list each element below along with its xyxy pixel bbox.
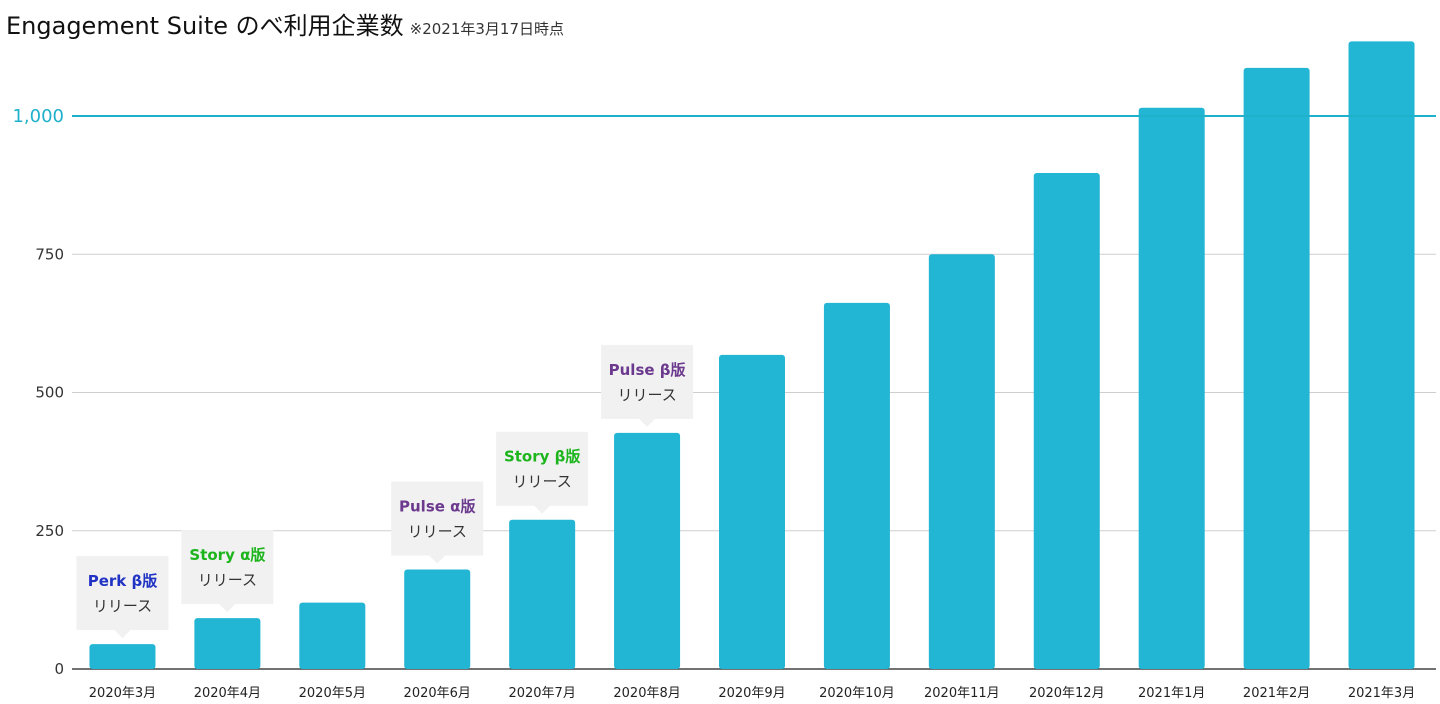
annotation-title: Story α版 (189, 546, 265, 564)
x-tick-label: 2020年12月 (1029, 686, 1105, 701)
bar (1138, 107, 1205, 669)
annotation-callout (76, 556, 169, 639)
bar (823, 302, 890, 669)
x-tick-label: 2020年9月 (718, 686, 785, 701)
annotation-callout (601, 344, 694, 427)
annotation-subtitle: リリース (617, 386, 676, 404)
annotation-callout (391, 481, 484, 564)
bar (719, 354, 785, 669)
annotation-title: Perk β版 (88, 572, 158, 590)
annotation-subtitle: リリース (513, 473, 572, 491)
x-tick-label: 2020年4月 (194, 686, 261, 701)
bar (89, 644, 156, 669)
bar (928, 254, 995, 669)
x-tick-label: 2020年11月 (924, 686, 1000, 701)
x-tick-label: 2021年1月 (1138, 686, 1205, 701)
annotation-callout (181, 530, 274, 613)
bar (194, 618, 261, 669)
y-tick-label: 500 (35, 384, 64, 402)
chart-title-area: Engagement Suite のべ利用企業数 ※2021年3月17日時点 (6, 6, 564, 41)
annotation-subtitle: リリース (408, 522, 467, 540)
annotation-title: Pulse β版 (609, 361, 686, 379)
y-tick-label: 0 (54, 660, 64, 678)
highlight-line-label: 1,000 (12, 106, 64, 127)
chart-note: ※2021年3月17日時点 (409, 20, 565, 38)
x-tick-label: 2020年5月 (299, 686, 366, 701)
annotation-subtitle: リリース (93, 597, 152, 615)
x-tick-label: 2020年6月 (404, 686, 471, 701)
y-tick-label: 750 (35, 245, 64, 263)
annotation-title: Story β版 (504, 448, 580, 466)
bar (1033, 172, 1100, 670)
x-tick-label: 2020年7月 (508, 686, 575, 701)
annotation-callout (496, 431, 589, 514)
chart-title: Engagement Suite のべ利用企業数 (6, 12, 404, 40)
bar (1243, 67, 1310, 670)
annotation-title: Pulse α版 (399, 497, 475, 515)
x-tick-label: 2020年10月 (819, 686, 895, 701)
x-tick-label: 2020年8月 (613, 686, 680, 701)
bar (404, 569, 471, 669)
annotation-subtitle: リリース (198, 571, 257, 589)
bar (1348, 41, 1415, 670)
y-tick-label: 250 (35, 522, 64, 540)
bar (509, 519, 576, 669)
x-tick-label: 2021年2月 (1243, 686, 1310, 701)
bar (614, 432, 681, 669)
x-tick-label: 2020年3月 (89, 686, 156, 701)
x-tick-label: 2021年3月 (1348, 686, 1415, 701)
bar (299, 602, 366, 669)
